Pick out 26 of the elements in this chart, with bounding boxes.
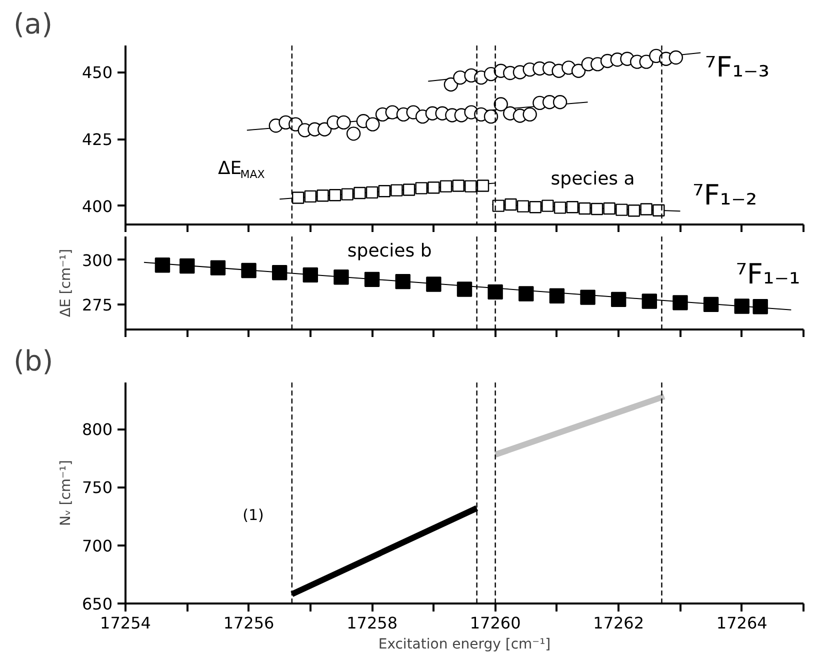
annotation: ⁷F₁₋₁	[736, 258, 800, 291]
y-tick-label: 400	[82, 196, 113, 216]
x-tick-label: 17258	[346, 614, 398, 632]
x-tick-label: 17262	[593, 614, 644, 632]
x-tick-label: 17260	[470, 614, 521, 632]
y-tick-label: 450	[82, 63, 113, 82]
y-tick-label: 700	[82, 536, 113, 556]
y-tick-label: 800	[82, 420, 113, 440]
annotation: species a	[550, 168, 635, 190]
x-axis-title: Excitation energy [cm⁻¹]	[378, 636, 551, 652]
text: (b)	[14, 344, 54, 378]
y-axis-title: ΔE [cm⁻¹]	[58, 248, 74, 318]
y-tick-label: 650	[82, 594, 113, 614]
y-tick-label: 425	[82, 130, 113, 150]
x-tick-label: 17256	[223, 614, 274, 632]
annotation: species b	[347, 240, 432, 262]
x-tick-label: 17254	[100, 614, 151, 632]
y-axis-title: Nᵥ [cm⁻¹]	[58, 460, 74, 526]
y-tick-label: 275	[82, 295, 113, 314]
annotation: ⁷F₁₋₂	[692, 178, 758, 212]
y-tick-label: 300	[82, 250, 113, 270]
text: (a)	[14, 8, 53, 40]
x-tick-label: 17264	[716, 614, 768, 632]
annotation: ⁷F₁₋₃	[704, 50, 770, 84]
annotation: (1)	[242, 506, 264, 524]
y-tick-label: 750	[82, 478, 113, 498]
